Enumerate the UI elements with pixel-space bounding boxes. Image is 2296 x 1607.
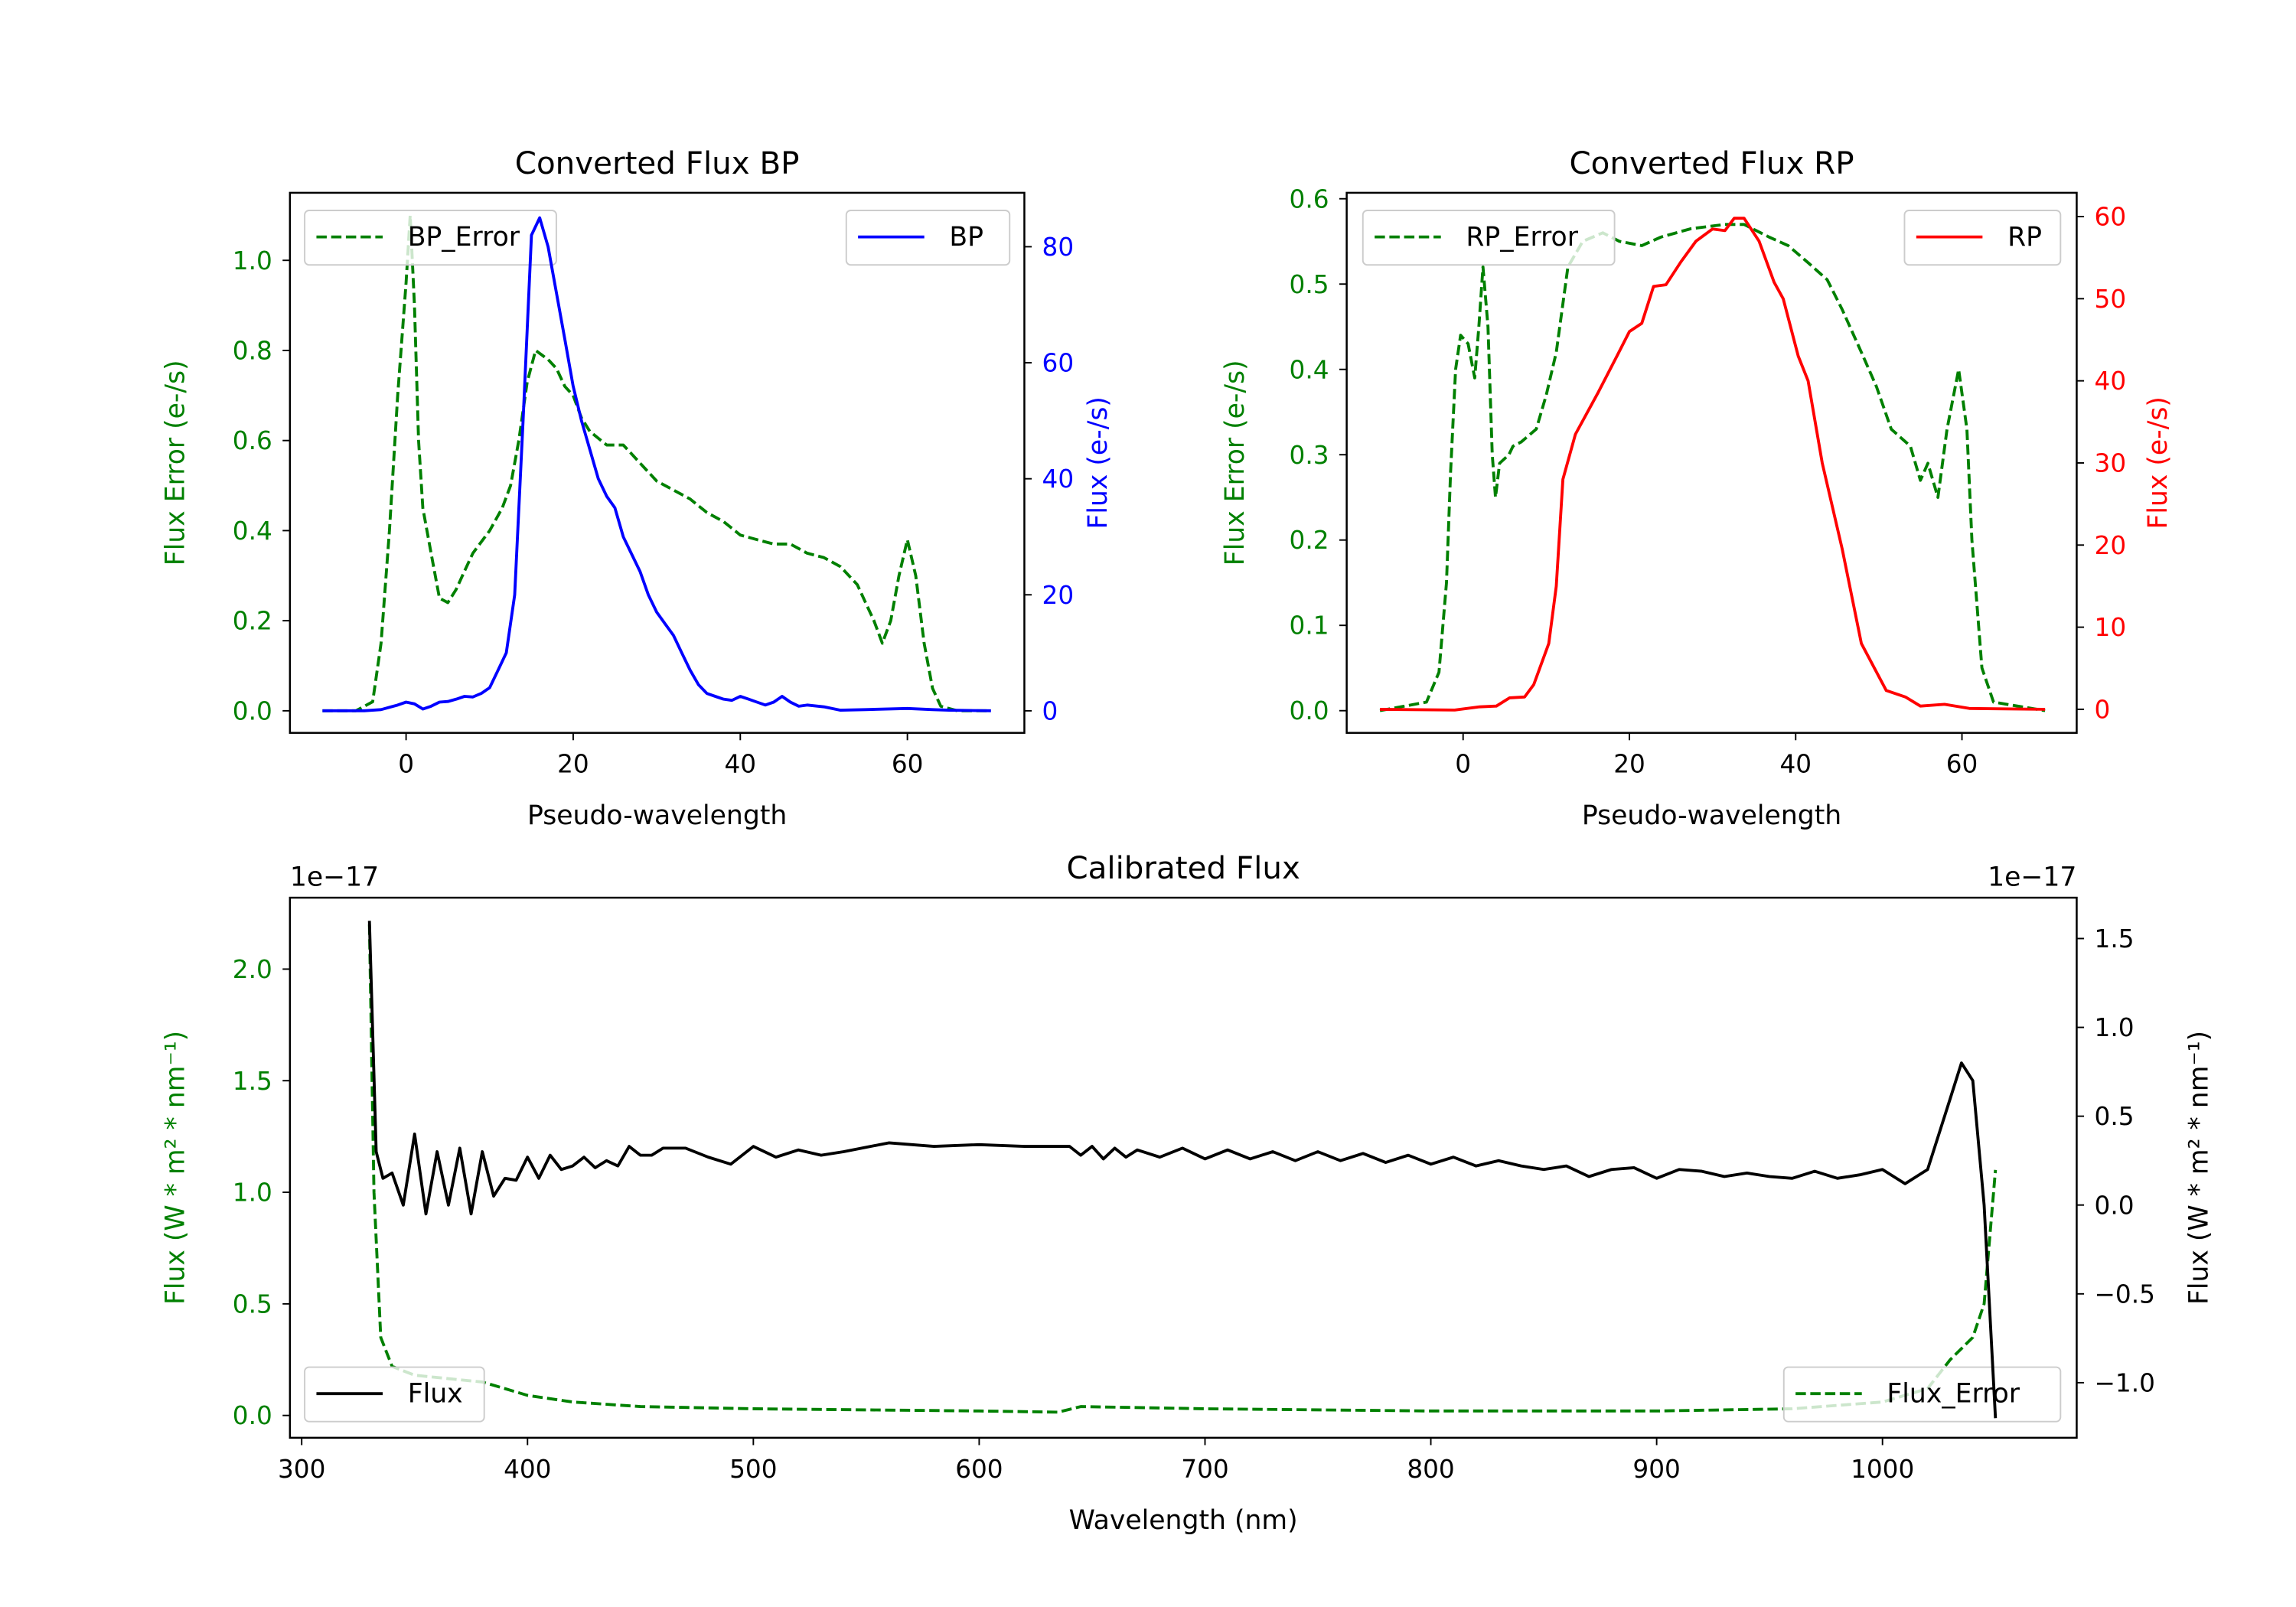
y-right-tick-label: 60: [2095, 203, 2127, 232]
x-tick-label: 900: [1632, 1455, 1680, 1484]
y-right-tick-label: 50: [2095, 285, 2127, 314]
series-line-bp: [322, 216, 991, 712]
chart-1: RP_Error RP 0 20 40 60 0.0 0.1 0.2 0.3 0.4 0.5 0.6 0 1…: [1220, 145, 2174, 831]
y-left-tick-label: 0.4: [233, 517, 272, 546]
x-tick-label: 20: [557, 750, 589, 779]
y-left-tick-label: 2.0: [233, 955, 272, 984]
x-tick-label: 0: [398, 750, 414, 779]
x-tick-label: 700: [1181, 1455, 1228, 1484]
legend-box: [1362, 210, 1616, 266]
y-left-tick-label: 0.5: [233, 1289, 272, 1319]
legend-rp-error: RP_Error: [1362, 210, 1616, 266]
y-right-tick-label: 0: [1042, 696, 1058, 725]
y-right-tick-label: 20: [1042, 581, 1075, 610]
legend-flux-error: Flux_Error: [1782, 1366, 2062, 1423]
legend-label: RP: [2007, 222, 2042, 253]
y-left-tick-label: 1.0: [233, 1178, 272, 1208]
legend-box: [304, 1366, 485, 1423]
x-axis-label: Wavelength (nm): [1069, 1505, 1298, 1536]
y-right-tick-label: −0.5: [2095, 1279, 2155, 1309]
legend-bp-error: BP_Error: [304, 210, 557, 266]
series-line-bp-error: [322, 214, 991, 712]
y-right-tick-label: 60: [1042, 349, 1075, 378]
y-left-offset-label: 1e−17: [290, 862, 379, 893]
y-left-tick-label: 0.6: [1290, 184, 1329, 214]
y-right-axis-label: Flux (e-/s): [1083, 396, 1114, 529]
x-tick-label: 1000: [1851, 1455, 1914, 1484]
y-right-tick-label: −1.0: [2095, 1368, 2155, 1397]
series-line-flux-error: [367, 924, 1998, 1414]
chart-2: Flux_Error Flux 300 400 500 600 700 800 900 1000 0…: [160, 850, 2214, 1536]
x-tick-label: 0: [1455, 750, 1471, 779]
y-left-tick-label: 0.3: [1290, 441, 1329, 470]
legend-label: Flux: [408, 1379, 463, 1410]
chart-title: Converted Flux RP: [1569, 145, 1854, 181]
y-left-tick-label: 0.0: [233, 1401, 272, 1430]
y-right-tick-label: 30: [2095, 449, 2127, 478]
x-tick-label: 400: [504, 1455, 551, 1484]
chart-title: Calibrated Flux: [1066, 850, 1300, 886]
x-tick-label: 600: [955, 1455, 1003, 1484]
series-line-rp-error: [1379, 223, 2046, 712]
x-tick-label: 60: [892, 750, 924, 779]
chart-title: Converted Flux BP: [515, 145, 800, 181]
y-left-tick-label: 0.0: [233, 696, 272, 725]
chart-0: BP_Error BP 0 20 40 60 0.0 0.2 0.4 0.6 0.8 1.0 0 20 40…: [160, 145, 1114, 831]
x-tick-label: 300: [278, 1455, 325, 1484]
y-right-tick-label: 1.5: [2095, 924, 2135, 953]
y-right-offset-label: 1e−17: [1988, 862, 2076, 893]
axes-frame: [289, 191, 1026, 734]
y-left-tick-label: 0.1: [1290, 611, 1329, 641]
y-left-axis-label: Flux (W * m² * nm⁻¹): [160, 1031, 191, 1305]
y-left-tick-label: 1.5: [233, 1067, 272, 1096]
y-right-tick-label: 80: [1042, 233, 1075, 262]
legend-box: [1782, 1366, 2062, 1423]
y-left-tick-label: 0.0: [1290, 696, 1329, 725]
y-left-tick-label: 0.2: [233, 607, 272, 636]
legend-label: BP_Error: [408, 222, 520, 253]
y-right-tick-label: 20: [2095, 531, 2127, 560]
legend-label: RP_Error: [1466, 222, 1578, 253]
y-right-tick-label: 0.5: [2095, 1102, 2135, 1131]
legend-label: BP: [949, 222, 983, 253]
legend-box: [304, 210, 557, 266]
x-tick-label: 800: [1407, 1455, 1454, 1484]
y-right-tick-label: 1.0: [2095, 1013, 2135, 1042]
x-tick-label: 60: [1946, 750, 1978, 779]
x-axis-label: Pseudo-wavelength: [527, 800, 787, 831]
axes-frame: [289, 896, 2078, 1439]
x-tick-label: 500: [729, 1455, 777, 1484]
legend-bp: BP: [845, 210, 1011, 266]
y-left-tick-label: 0.5: [1290, 270, 1329, 299]
y-left-tick-label: 0.4: [1290, 355, 1329, 384]
y-right-tick-label: 0: [2095, 695, 2111, 724]
y-right-tick-label: 10: [2095, 613, 2127, 642]
x-tick-label: 40: [724, 750, 756, 779]
y-left-tick-label: 1.0: [233, 246, 272, 275]
x-tick-label: 20: [1613, 750, 1645, 779]
y-left-axis-label: Flux Error (e-/s): [1220, 360, 1251, 566]
y-right-tick-label: 40: [2095, 367, 2127, 396]
y-left-tick-label: 0.2: [1290, 526, 1329, 555]
y-left-axis-label: Flux Error (e-/s): [160, 360, 191, 566]
series-line-rp: [1380, 217, 2046, 712]
legend-box: [845, 210, 1011, 266]
legend-label: Flux_Error: [1887, 1379, 2020, 1410]
x-axis-label: Pseudo-wavelength: [1582, 800, 1841, 831]
y-left-tick-label: 0.6: [233, 426, 272, 455]
y-right-tick-label: 0.0: [2095, 1191, 2135, 1220]
legend-rp: RP: [1903, 210, 2062, 266]
legend-flux: Flux: [304, 1366, 485, 1423]
x-tick-label: 40: [1779, 750, 1812, 779]
series-line-flux: [367, 921, 1998, 1419]
y-right-tick-label: 40: [1042, 464, 1075, 494]
y-left-tick-label: 0.8: [233, 336, 272, 365]
y-right-axis-label: Flux (W * m² * nm⁻¹): [2184, 1031, 2215, 1305]
y-right-axis-label: Flux (e-/s): [2143, 396, 2174, 529]
